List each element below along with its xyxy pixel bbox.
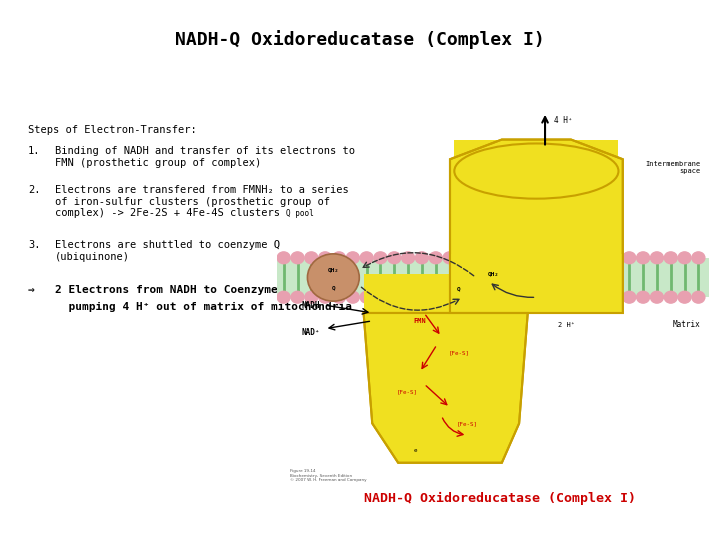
Circle shape [291,291,304,303]
Circle shape [692,291,705,303]
Text: ⇒   2 Electrons from NADH to Coenzyme Q ->: ⇒ 2 Electrons from NADH to Coenzyme Q -> [28,285,312,295]
Circle shape [346,291,359,303]
Circle shape [443,252,456,264]
Circle shape [291,252,304,264]
Circle shape [678,252,691,264]
Text: Figure 19-14
Biochemistry, Seventh Edition
© 2007 W. H. Freeman and Company: Figure 19-14 Biochemistry, Seventh Editi… [290,469,366,483]
Circle shape [678,291,691,303]
Circle shape [581,291,594,303]
Circle shape [307,254,359,301]
Circle shape [650,252,663,264]
Circle shape [374,252,387,264]
Text: 2.: 2. [28,185,40,195]
Circle shape [415,291,428,303]
Circle shape [360,252,373,264]
Circle shape [609,252,622,264]
Circle shape [554,252,567,264]
Polygon shape [364,313,528,463]
Circle shape [415,252,428,264]
Circle shape [512,252,525,264]
Text: [Fe-S]: [Fe-S] [448,350,469,355]
Bar [364,274,536,313]
Text: Q: Q [331,285,336,290]
Circle shape [305,252,318,264]
Circle shape [388,291,401,303]
Circle shape [692,252,705,264]
Circle shape [471,252,484,264]
Circle shape [402,291,415,303]
Circle shape [540,252,553,264]
Text: [Fe-S]: [Fe-S] [456,421,478,426]
Text: 2 H⁺: 2 H⁺ [558,322,575,328]
Circle shape [554,291,567,303]
Text: Q pool: Q pool [286,210,314,218]
Circle shape [665,291,678,303]
Text: NADH-Q Oxidoreducatase (Complex I): NADH-Q Oxidoreducatase (Complex I) [364,492,636,505]
Circle shape [498,252,511,264]
Circle shape [319,252,332,264]
Bar [454,139,618,211]
Ellipse shape [454,144,618,199]
Text: Binding of NADH and transfer of its electrons to
FMN (prosthetic group of comple: Binding of NADH and transfer of its elec… [55,146,355,167]
Circle shape [540,291,553,303]
Text: [Fe-S]: [Fe-S] [396,389,418,394]
Circle shape [388,252,401,264]
Circle shape [333,291,346,303]
Circle shape [650,291,663,303]
Circle shape [319,291,332,303]
Circle shape [471,291,484,303]
Text: Intermembrane
space: Intermembrane space [645,160,701,174]
Circle shape [429,291,442,303]
Circle shape [567,252,580,264]
Circle shape [665,252,678,264]
Circle shape [333,252,346,264]
Text: NAD⁺: NAD⁺ [302,328,320,337]
Text: 3.: 3. [28,240,40,250]
Text: Q: Q [456,287,461,292]
Circle shape [277,291,290,303]
Circle shape [623,291,636,303]
Text: QH₂: QH₂ [487,271,499,276]
Circle shape [526,291,539,303]
Circle shape [512,291,525,303]
Circle shape [485,291,498,303]
Circle shape [277,252,290,264]
Circle shape [305,291,318,303]
Circle shape [402,252,415,264]
Text: 4 H⁺: 4 H⁺ [554,116,572,125]
Circle shape [346,252,359,264]
Circle shape [595,291,608,303]
Circle shape [498,291,511,303]
Circle shape [485,252,498,264]
Text: Steps of Electron-Transfer:: Steps of Electron-Transfer: [28,125,197,135]
Text: Electrons are transfered from FMNH₂ to a series
of iron-sulfur clusters (prosthe: Electrons are transfered from FMNH₂ to a… [55,185,348,218]
Circle shape [526,252,539,264]
Circle shape [636,291,649,303]
Text: NADH: NADH [302,301,320,309]
Circle shape [457,291,470,303]
Text: QH₂: QH₂ [328,267,339,272]
Circle shape [623,252,636,264]
Circle shape [567,291,580,303]
Circle shape [636,252,649,264]
Polygon shape [450,139,623,313]
Text: e: e [414,448,417,454]
Bar [277,258,709,297]
Circle shape [609,291,622,303]
Text: Electrons are shuttled to coenzyme Q
(ubiquinone): Electrons are shuttled to coenzyme Q (ub… [55,240,280,261]
Circle shape [374,291,387,303]
Circle shape [457,252,470,264]
Text: 1.: 1. [28,146,40,156]
Circle shape [595,252,608,264]
Circle shape [429,252,442,264]
Text: pumping 4 H⁺ out of matrix of mitochondria: pumping 4 H⁺ out of matrix of mitochondr… [28,302,352,312]
Text: FMN: FMN [413,318,426,324]
Circle shape [443,291,456,303]
Text: Matrix: Matrix [672,320,701,329]
Circle shape [581,252,594,264]
Circle shape [360,291,373,303]
Text: NADH-Q Oxidoreducatase (Complex I): NADH-Q Oxidoreducatase (Complex I) [175,30,545,49]
Bar [450,254,623,313]
